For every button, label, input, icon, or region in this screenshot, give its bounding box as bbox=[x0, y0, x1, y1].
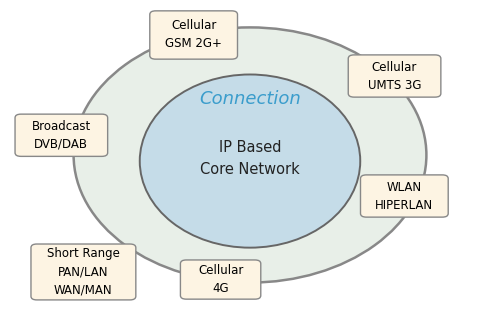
Ellipse shape bbox=[74, 27, 426, 283]
Text: WLAN
HIPERLAN: WLAN HIPERLAN bbox=[376, 180, 434, 211]
FancyBboxPatch shape bbox=[150, 11, 238, 59]
Text: Cellular
4G: Cellular 4G bbox=[198, 264, 244, 295]
Text: Broadcast
DVB/DAB: Broadcast DVB/DAB bbox=[32, 120, 91, 151]
FancyBboxPatch shape bbox=[180, 260, 261, 299]
Text: Short Range
PAN/LAN
WAN/MAN: Short Range PAN/LAN WAN/MAN bbox=[47, 247, 120, 296]
Text: Connection: Connection bbox=[199, 90, 301, 108]
Ellipse shape bbox=[140, 74, 360, 248]
Text: Cellular
GSM 2G+: Cellular GSM 2G+ bbox=[165, 20, 222, 51]
FancyBboxPatch shape bbox=[15, 114, 108, 156]
FancyBboxPatch shape bbox=[31, 244, 136, 300]
FancyBboxPatch shape bbox=[360, 175, 448, 217]
FancyBboxPatch shape bbox=[348, 55, 441, 97]
Text: Cellular
UMTS 3G: Cellular UMTS 3G bbox=[368, 60, 422, 91]
Text: IP Based
Core Network: IP Based Core Network bbox=[200, 140, 300, 177]
